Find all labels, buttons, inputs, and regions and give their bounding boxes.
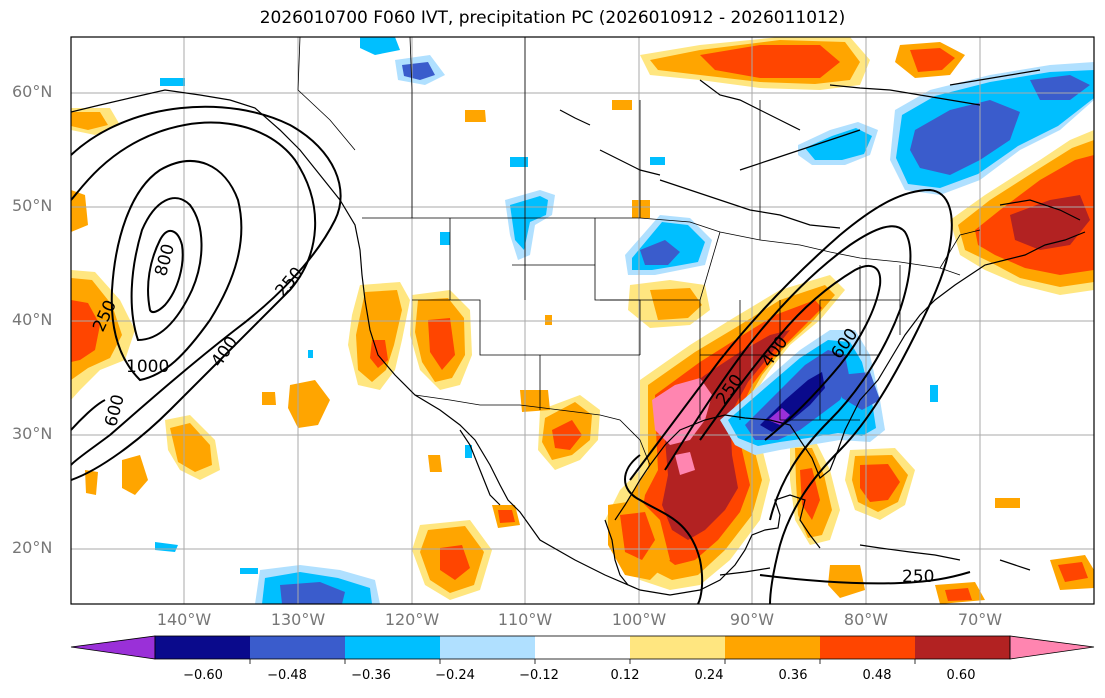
precip-patch (308, 350, 313, 358)
precip-negative-shading (155, 37, 1094, 604)
precip-patch (632, 200, 650, 218)
colorbar-cell (250, 636, 346, 659)
precip-patch (640, 240, 680, 265)
precip-patch (498, 510, 515, 523)
colorbar-cell (345, 636, 441, 659)
precip-patch (280, 582, 345, 604)
precip-patch (1010, 195, 1090, 250)
colorbar-cell (440, 636, 536, 659)
colorbar (70, 635, 1095, 664)
lat-label-50n: 50°N (12, 196, 53, 215)
lat-label-40n: 40°N (12, 310, 53, 329)
precip-patch (840, 372, 880, 410)
precip-patch (440, 232, 450, 245)
colorbar-tick-label: 0.12 (610, 668, 640, 683)
colorbar-tick-label: 0.24 (694, 668, 724, 683)
lon-label-100w: 100°W (611, 610, 667, 629)
precip-patch (1030, 75, 1090, 100)
precip-patch (520, 390, 550, 412)
colorbar-tick-label: 0.60 (946, 668, 976, 683)
colorbar-tick-label: 0.48 (862, 668, 892, 683)
colorbar-tick-label: 0.36 (778, 668, 808, 683)
colorbar-extend-min (70, 635, 156, 660)
precip-patch (402, 62, 435, 80)
precip-patch (675, 452, 695, 475)
colorbar-cell (915, 636, 1011, 659)
precip-patch (930, 385, 938, 402)
political-borders (297, 37, 981, 466)
coastlines (71, 69, 1086, 596)
precip-patch (428, 455, 442, 472)
lon-label-110w: 110°W (497, 610, 553, 629)
precip-patch (828, 565, 865, 598)
lat-label-30n: 30°N (12, 424, 53, 443)
precip-patch (160, 78, 185, 86)
precip-patch (465, 110, 486, 122)
precip-positive-shading (71, 37, 1094, 604)
precip-patch (612, 100, 632, 110)
colorbar-cell (535, 636, 631, 659)
precip-patch (995, 498, 1020, 508)
precip-patch (545, 315, 552, 325)
precip-patch (650, 157, 665, 165)
precip-patch (510, 157, 528, 167)
colorbar-cell (155, 636, 251, 659)
precip-patch (910, 48, 955, 72)
precip-patch (122, 455, 148, 495)
lon-label-70w: 70°W (957, 610, 1003, 629)
colorbar-cell (630, 636, 726, 659)
contour-label: 250 (902, 567, 934, 587)
precip-patch (800, 468, 820, 520)
lon-label-120w: 120°W (384, 610, 440, 629)
precip-patch (440, 545, 470, 580)
precip-patch (240, 568, 258, 574)
lon-label-140w: 140°W (156, 610, 212, 629)
precip-patch (71, 300, 100, 362)
map-panel: 250 400 600 800 1000 250 400 600 250 250 (71, 37, 1094, 604)
precip-patch (805, 128, 872, 160)
precip-patch (85, 470, 98, 495)
lat-label-60n: 60°N (12, 82, 53, 101)
lon-label-90w: 90°W (729, 610, 775, 629)
precip-patch (700, 45, 840, 78)
colorbar-cell (820, 636, 916, 659)
precip-patch (262, 392, 276, 405)
precip-patch (465, 445, 472, 458)
contour-label: 1000 (126, 357, 169, 377)
colorbar-cell (725, 636, 821, 659)
colorbar-tick-label: −0.36 (351, 668, 391, 683)
precip-patch (360, 37, 400, 55)
precip-patch (428, 318, 455, 370)
colorbar-tick-label: −0.60 (183, 668, 223, 683)
precip-patch (71, 112, 108, 130)
precip-patch (1058, 562, 1088, 582)
lat-label-20n: 20°N (12, 538, 53, 557)
colorbar-tick-label: −0.48 (267, 668, 307, 683)
colorbar-tick-label: −0.24 (435, 668, 475, 683)
precip-patch (910, 100, 1020, 175)
precip-patch (860, 464, 900, 502)
colorbar-tick-label: −0.12 (519, 668, 559, 683)
precip-patch (71, 190, 88, 232)
ivt-contours (71, 105, 971, 604)
lon-label-80w: 80°W (843, 610, 889, 629)
lon-label-130w: 130°W (270, 610, 326, 629)
map-frame (70, 36, 1095, 605)
colorbar-extend-max (1009, 635, 1095, 660)
precip-patch (510, 196, 548, 250)
map-title: 2026010700 F060 IVT, precipitation PC (2… (259, 8, 846, 28)
precip-patch (945, 588, 972, 601)
graticule (71, 37, 1094, 604)
precip-patch (650, 288, 702, 320)
precip-patch (620, 512, 655, 560)
